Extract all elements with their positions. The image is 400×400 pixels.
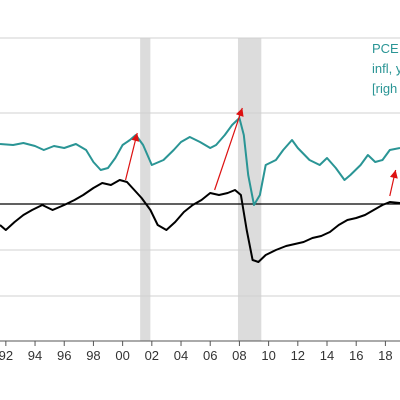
gridlines	[0, 37, 400, 297]
annotation-arrowhead-2	[389, 170, 398, 179]
x-tick-label-12: 16	[349, 348, 363, 363]
legend-line-2: [righ	[372, 81, 397, 96]
series-line-0	[0, 117, 400, 206]
x-tick-label-11: 14	[320, 348, 334, 363]
legend-line-1: infl, y	[372, 61, 400, 76]
x-tick-label-10: 12	[291, 348, 305, 363]
x-tick-label-4: 00	[115, 348, 129, 363]
recession-bands	[140, 38, 262, 341]
x-tick-label-7: 06	[203, 348, 217, 363]
x-tick-label-8: 08	[232, 348, 246, 363]
x-tick-label-9: 10	[261, 348, 275, 363]
annotation-arrows	[124, 107, 398, 197]
x-tick-label-3: 98	[86, 348, 100, 363]
x-tick-label-5: 02	[145, 348, 159, 363]
recession-band-0	[140, 38, 151, 341]
x-tick-label-2: 96	[57, 348, 71, 363]
series-lines	[0, 117, 400, 263]
x-tick-label-6: 04	[174, 348, 188, 363]
x-tick-label-1: 94	[28, 348, 42, 363]
annotation-arrowhead-0	[131, 133, 140, 142]
annotation-arrow-1	[214, 107, 243, 191]
legend: PCE infl, y [righ	[372, 41, 400, 96]
x-tick-label-0: 92	[0, 348, 13, 363]
series-line-1	[0, 179, 400, 263]
annotation-arrowhead-1	[235, 108, 244, 117]
annotation-arrow-0	[124, 132, 138, 181]
x-tick-label-13: 18	[378, 348, 392, 363]
x-axis-ticks: 92 94 96 98 00 02 04 06 08 10 12 14 16 18	[0, 341, 393, 363]
recession-band-1	[237, 38, 262, 341]
legend-line-0: PCE	[372, 41, 399, 56]
